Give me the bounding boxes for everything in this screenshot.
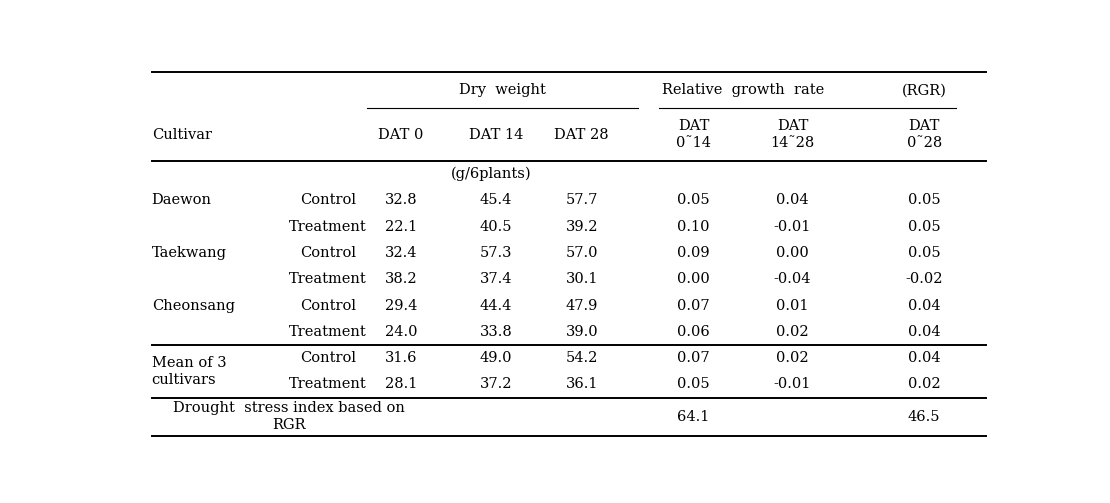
Text: 32.4: 32.4 xyxy=(385,246,417,260)
Text: 54.2: 54.2 xyxy=(566,351,598,365)
Text: 37.4: 37.4 xyxy=(480,272,512,286)
Text: Treatment: Treatment xyxy=(289,220,367,234)
Text: 0.02: 0.02 xyxy=(908,377,940,391)
Text: 57.7: 57.7 xyxy=(566,194,598,207)
Text: DAT 28: DAT 28 xyxy=(555,128,609,142)
Text: 0.04: 0.04 xyxy=(908,351,940,365)
Text: 0.02: 0.02 xyxy=(776,351,809,365)
Text: 0.07: 0.07 xyxy=(677,351,710,365)
Text: 39.2: 39.2 xyxy=(565,220,598,234)
Text: Treatment: Treatment xyxy=(289,272,367,286)
Text: 47.9: 47.9 xyxy=(566,299,598,312)
Text: DAT 0: DAT 0 xyxy=(379,128,424,142)
Text: Control: Control xyxy=(300,246,356,260)
Text: 36.1: 36.1 xyxy=(565,377,598,391)
Text: 0.05: 0.05 xyxy=(677,377,710,391)
Text: 31.6: 31.6 xyxy=(385,351,417,365)
Text: 0.09: 0.09 xyxy=(677,246,710,260)
Text: -0.01: -0.01 xyxy=(774,220,811,234)
Text: 40.5: 40.5 xyxy=(480,220,512,234)
Text: 0.00: 0.00 xyxy=(776,246,809,260)
Text: Drought  stress index based on
RGR: Drought stress index based on RGR xyxy=(173,401,405,432)
Text: 0.02: 0.02 xyxy=(776,325,809,339)
Text: 57.0: 57.0 xyxy=(565,246,598,260)
Text: 0.00: 0.00 xyxy=(677,272,710,286)
Text: (RGR): (RGR) xyxy=(901,83,947,97)
Text: DAT
14˜28: DAT 14˜28 xyxy=(770,119,815,150)
Text: Daewon: Daewon xyxy=(152,194,212,207)
Text: 0.05: 0.05 xyxy=(908,220,940,234)
Text: 0.05: 0.05 xyxy=(908,246,940,260)
Text: DAT 14: DAT 14 xyxy=(468,128,523,142)
Text: 24.0: 24.0 xyxy=(385,325,417,339)
Text: 44.4: 44.4 xyxy=(480,299,512,312)
Text: 57.3: 57.3 xyxy=(480,246,512,260)
Text: 0.04: 0.04 xyxy=(908,325,940,339)
Text: 22.1: 22.1 xyxy=(385,220,417,234)
Text: Treatment: Treatment xyxy=(289,377,367,391)
Text: 0.04: 0.04 xyxy=(908,299,940,312)
Text: 0.05: 0.05 xyxy=(908,194,940,207)
Text: Mean of 3
cultivars: Mean of 3 cultivars xyxy=(152,356,226,387)
Text: Cultivar: Cultivar xyxy=(152,128,212,142)
Text: 0.10: 0.10 xyxy=(677,220,710,234)
Text: DAT
0˜28: DAT 0˜28 xyxy=(907,119,941,150)
Text: Control: Control xyxy=(300,194,356,207)
Text: Dry  weight: Dry weight xyxy=(458,83,546,97)
Text: Taekwang: Taekwang xyxy=(152,246,226,260)
Text: 64.1: 64.1 xyxy=(677,410,709,424)
Text: 33.8: 33.8 xyxy=(480,325,512,339)
Text: 29.4: 29.4 xyxy=(385,299,417,312)
Text: 49.0: 49.0 xyxy=(480,351,512,365)
Text: Relative  growth  rate: Relative growth rate xyxy=(662,83,825,97)
Text: 0.07: 0.07 xyxy=(677,299,710,312)
Text: 37.2: 37.2 xyxy=(480,377,512,391)
Text: (g/6plants): (g/6plants) xyxy=(451,167,532,181)
Text: 45.4: 45.4 xyxy=(480,194,512,207)
Text: 0.04: 0.04 xyxy=(776,194,809,207)
Text: Control: Control xyxy=(300,351,356,365)
Text: 32.8: 32.8 xyxy=(385,194,417,207)
Text: DAT
0˜14: DAT 0˜14 xyxy=(676,119,712,150)
Text: 39.0: 39.0 xyxy=(565,325,598,339)
Text: 28.1: 28.1 xyxy=(385,377,417,391)
Text: Cheonsang: Cheonsang xyxy=(152,299,234,312)
Text: 38.2: 38.2 xyxy=(385,272,417,286)
Text: -0.02: -0.02 xyxy=(906,272,942,286)
Text: -0.01: -0.01 xyxy=(774,377,811,391)
Text: Treatment: Treatment xyxy=(289,325,367,339)
Text: 46.5: 46.5 xyxy=(908,410,940,424)
Text: -0.04: -0.04 xyxy=(774,272,811,286)
Text: 30.1: 30.1 xyxy=(565,272,598,286)
Text: 0.06: 0.06 xyxy=(677,325,710,339)
Text: Control: Control xyxy=(300,299,356,312)
Text: 0.01: 0.01 xyxy=(776,299,809,312)
Text: 0.05: 0.05 xyxy=(677,194,710,207)
